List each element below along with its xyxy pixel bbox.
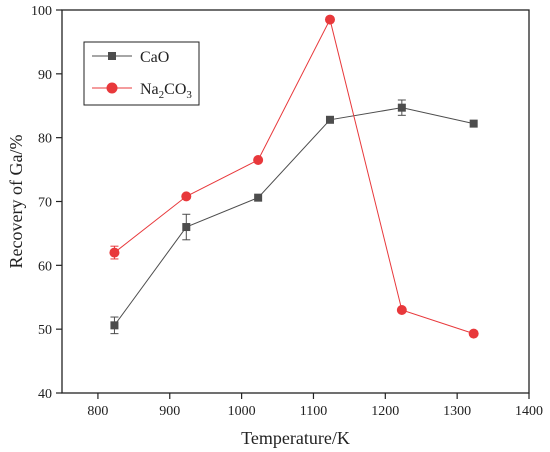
data-point-cao	[469, 119, 478, 128]
data-point-cao	[110, 321, 119, 330]
series-line-na2co3	[114, 18, 474, 335]
data-point-na2co3	[324, 14, 335, 25]
x-tick-label: 800	[87, 404, 108, 419]
x-tick-label: 1300	[443, 404, 471, 419]
y-tick-label: 70	[38, 196, 52, 211]
x-tick-label: 900	[159, 404, 180, 419]
x-tick-label: 1000	[228, 404, 256, 419]
y-tick-label: 60	[38, 259, 52, 274]
data-point-na2co3	[468, 328, 479, 339]
y-tick-label: 50	[38, 323, 52, 338]
legend-box	[83, 41, 200, 106]
y-tick-label: 80	[38, 132, 52, 147]
data-point-na2co3	[109, 247, 120, 258]
ticks: 800 900 1000 1100 1200 1300 1400 40 50 60 70 80 90 10…	[31, 4, 543, 419]
legend-marker-cao	[108, 52, 116, 60]
legend-label-part: 2	[159, 89, 165, 101]
legend-label-part: Na	[140, 81, 159, 98]
legend-label-cao: CaO	[140, 49, 169, 66]
legend-marker-na2co3	[106, 82, 118, 94]
x-tick-label: 1100	[300, 404, 327, 419]
y-tick-label: 100	[31, 4, 52, 19]
series-line-cao	[114, 107, 474, 326]
data-point-cao	[254, 193, 263, 202]
x-axis-title: Temperature/K	[241, 428, 350, 448]
legend-label-part: CO	[164, 81, 186, 98]
x-tick-label: 1200	[371, 404, 399, 419]
data-point-cao	[182, 223, 191, 232]
data-point-na2co3	[253, 155, 264, 166]
x-tick-label: 1400	[515, 404, 543, 419]
legend: CaO Na2CO3	[83, 41, 200, 106]
y-tick-label: 90	[38, 68, 52, 83]
data-point-na2co3	[181, 191, 192, 202]
data-point-cao	[397, 103, 406, 112]
y-axis-title: Recovery of Ga/%	[6, 135, 26, 269]
data-point-cao	[325, 115, 334, 124]
y-tick-label: 40	[38, 387, 52, 402]
data-point-na2co3	[396, 305, 407, 316]
series-layer	[109, 14, 479, 339]
legend-label-part: 3	[186, 89, 192, 101]
legend-label-na2co3: Na2CO3	[140, 81, 192, 101]
